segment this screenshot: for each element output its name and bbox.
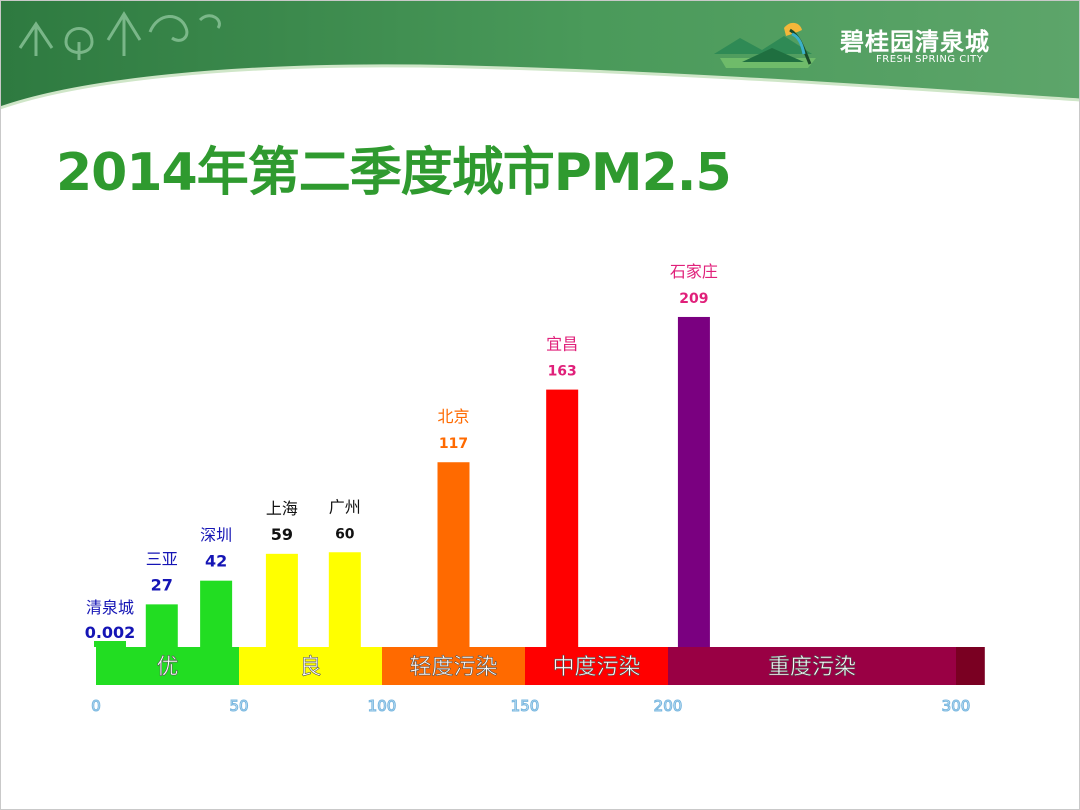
value-label: 27	[151, 575, 173, 594]
bar-1	[145, 604, 178, 647]
x-tick-label: 150	[511, 697, 540, 715]
value-label: 60	[335, 526, 355, 542]
aqi-band-1	[239, 647, 382, 685]
category-label: 广州	[329, 497, 361, 516]
value-label: 209	[679, 291, 708, 307]
bird-landscape-icon	[714, 22, 816, 68]
category-label: 深圳	[200, 526, 232, 545]
aqi-band-5	[956, 647, 985, 685]
x-tick-label: 300	[942, 697, 971, 715]
brand-subtitle: FRESH SPRING CITY	[876, 54, 984, 65]
category-label: 上海	[266, 499, 298, 518]
value-label: 0.002	[85, 623, 136, 642]
aqi-band-label: 中度污染	[552, 655, 640, 680]
bar-4	[328, 552, 361, 647]
value-label: 59	[271, 525, 293, 544]
category-label: 三亚	[146, 549, 178, 568]
aqi-band-label: 良	[299, 655, 321, 680]
aqi-band-3	[525, 647, 668, 685]
category-label: 宜昌	[546, 335, 578, 354]
x-tick-label: 50	[229, 697, 248, 715]
category-label: 北京	[437, 407, 469, 426]
aqi-band-0	[96, 647, 239, 685]
aqi-band-2	[382, 647, 525, 685]
bar-3	[265, 553, 298, 647]
value-label: 163	[548, 364, 577, 380]
category-label: 石家庄	[670, 262, 718, 281]
aqi-band-label: 重度污染	[768, 655, 856, 680]
bar-6	[546, 389, 579, 647]
brand-logo	[712, 14, 1042, 84]
aqi-band-label: 优	[156, 655, 178, 680]
x-tick-label: 200	[654, 697, 683, 715]
aqi-band-label: 轻度污染	[409, 655, 497, 680]
bar-7	[677, 316, 710, 647]
aqi-band-4	[668, 647, 956, 685]
x-tick-label: 100	[368, 697, 397, 715]
header-banner	[0, 0, 1080, 110]
value-label: 117	[439, 436, 468, 452]
brand-name: 碧桂园清泉城	[840, 28, 990, 56]
bar-2	[200, 580, 233, 647]
tree-decoration-icon	[18, 11, 221, 60]
value-label: 42	[205, 552, 227, 571]
bar-5	[437, 462, 470, 647]
bar-0	[94, 641, 127, 647]
x-tick-label: 0	[91, 697, 101, 715]
category-label: 清泉城	[86, 598, 134, 617]
page-title: 2014年第二季度城市PM2.5	[56, 143, 732, 203]
